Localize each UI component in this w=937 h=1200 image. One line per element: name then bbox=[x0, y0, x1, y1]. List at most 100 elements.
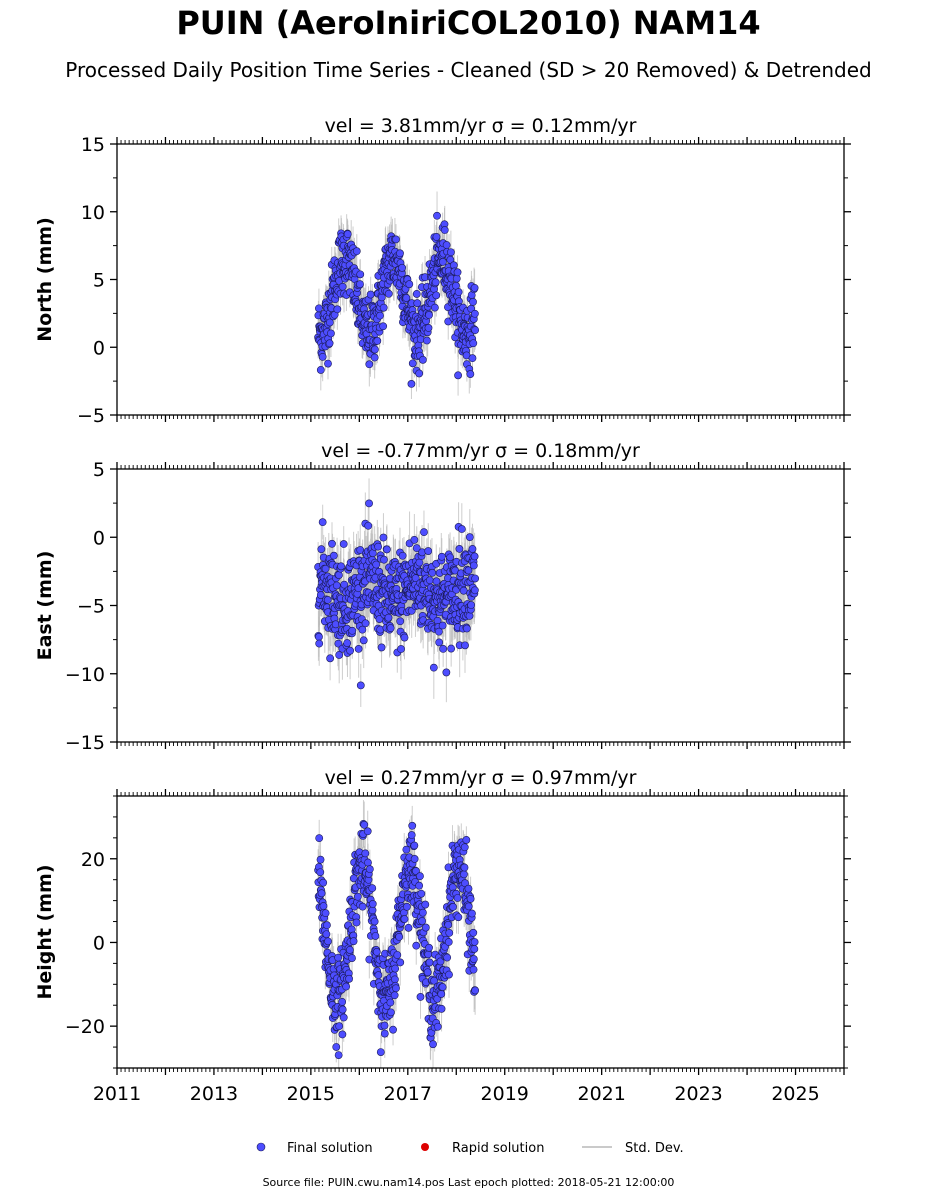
data-point bbox=[397, 645, 405, 653]
data-point bbox=[413, 299, 422, 308]
data-point bbox=[370, 353, 379, 362]
legend-final-label: Final solution bbox=[287, 1141, 373, 1156]
data-point bbox=[437, 1004, 446, 1013]
data-point bbox=[446, 248, 455, 257]
data-point bbox=[365, 360, 374, 369]
data-point bbox=[425, 576, 434, 585]
data-point bbox=[443, 953, 452, 962]
data-point bbox=[316, 366, 325, 374]
data-point bbox=[412, 544, 421, 553]
data-point bbox=[430, 303, 439, 312]
data-point bbox=[433, 1022, 442, 1031]
data-point bbox=[471, 326, 480, 335]
data-point bbox=[462, 836, 471, 844]
data-point bbox=[380, 555, 388, 564]
x-tick-label: 2017 bbox=[384, 1083, 432, 1105]
data-point bbox=[380, 1029, 389, 1038]
data-point bbox=[370, 917, 379, 926]
data-point bbox=[469, 965, 478, 974]
panel-east: −15 −10 −5 0 5 vel = -0.77mm/yr σ = 0.18mm/yr… bbox=[34, 440, 851, 754]
panel-north: −5 0 5 10 15 vel = 3.81mm/yr σ = 0.12mm/yr Nor… bbox=[34, 115, 851, 427]
data-point bbox=[343, 230, 352, 239]
data-point bbox=[335, 1022, 344, 1031]
data-point bbox=[425, 943, 433, 952]
data-point bbox=[468, 354, 477, 363]
data-point bbox=[384, 613, 393, 622]
data-point bbox=[438, 258, 447, 266]
x-tick-label: 2013 bbox=[190, 1083, 238, 1105]
plot-frame bbox=[116, 795, 845, 1069]
data-point bbox=[453, 894, 462, 902]
data-point bbox=[430, 976, 438, 985]
data-point bbox=[470, 938, 479, 946]
data-point bbox=[326, 654, 335, 663]
data-point bbox=[400, 915, 409, 923]
y-tick-label: 20 bbox=[81, 849, 105, 871]
data-point bbox=[379, 533, 388, 542]
data-point bbox=[335, 571, 343, 579]
y-tick-label: 5 bbox=[93, 459, 105, 481]
y-tick-label: 0 bbox=[93, 527, 105, 549]
data-point bbox=[454, 371, 462, 380]
data-point bbox=[461, 641, 469, 650]
data-layer bbox=[314, 478, 480, 707]
data-point bbox=[402, 845, 411, 854]
data-point bbox=[470, 309, 479, 318]
data-point bbox=[325, 339, 334, 348]
data-point bbox=[469, 928, 478, 937]
data-point bbox=[435, 638, 444, 647]
data-point bbox=[390, 991, 399, 1000]
data-point bbox=[364, 858, 372, 867]
data-point bbox=[412, 867, 420, 875]
data-point bbox=[464, 566, 473, 575]
data-point bbox=[338, 997, 347, 1006]
chart-subtitle: Processed Daily Position Time Series - C… bbox=[65, 58, 872, 82]
data-point bbox=[421, 923, 430, 932]
data-point bbox=[432, 232, 441, 241]
data-point bbox=[412, 941, 421, 950]
data-point bbox=[316, 868, 325, 877]
data-point bbox=[360, 820, 369, 829]
data-point bbox=[318, 518, 327, 527]
data-point bbox=[421, 900, 430, 909]
data-point bbox=[396, 249, 404, 258]
chart-title: PUIN (AeroIniriCOL2010) NAM14 bbox=[176, 4, 761, 42]
data-point bbox=[365, 865, 374, 874]
data-point bbox=[433, 211, 441, 220]
legend-rapid-label: Rapid solution bbox=[452, 1141, 544, 1156]
data-point bbox=[315, 632, 323, 641]
data-point bbox=[364, 521, 373, 530]
y-tick-label: 10 bbox=[81, 202, 105, 224]
data-point bbox=[424, 950, 433, 959]
data-point bbox=[317, 889, 326, 898]
data-point bbox=[376, 1048, 385, 1056]
x-tick-label: 2019 bbox=[481, 1083, 529, 1105]
data-point bbox=[416, 872, 424, 881]
data-point bbox=[417, 889, 426, 898]
data-point bbox=[402, 294, 411, 302]
data-point bbox=[415, 558, 424, 567]
panel-height: −20 0 20 2011 2013 2015 2017 2019 2021 2023 2025 ve… bbox=[34, 767, 851, 1105]
data-point bbox=[328, 539, 336, 548]
data-point bbox=[315, 639, 324, 648]
data-point bbox=[318, 352, 327, 361]
x-tick-label: 2015 bbox=[287, 1083, 335, 1105]
data-point bbox=[368, 900, 377, 908]
x-tick-label: 2025 bbox=[771, 1083, 819, 1105]
y-axis-label: East (mm) bbox=[34, 551, 56, 661]
data-point bbox=[317, 545, 326, 554]
data-point bbox=[363, 827, 372, 836]
data-point bbox=[464, 902, 473, 911]
data-point bbox=[383, 545, 391, 554]
data-point bbox=[371, 345, 379, 354]
y-tick-label: 0 bbox=[93, 337, 105, 359]
data-point bbox=[429, 1040, 437, 1049]
data-point bbox=[345, 974, 353, 983]
data-point bbox=[377, 643, 386, 652]
data-point bbox=[324, 359, 332, 368]
data-point bbox=[403, 902, 411, 911]
data-point bbox=[332, 581, 341, 590]
data-point bbox=[404, 923, 413, 932]
data-point bbox=[374, 971, 383, 980]
data-point bbox=[434, 627, 443, 636]
